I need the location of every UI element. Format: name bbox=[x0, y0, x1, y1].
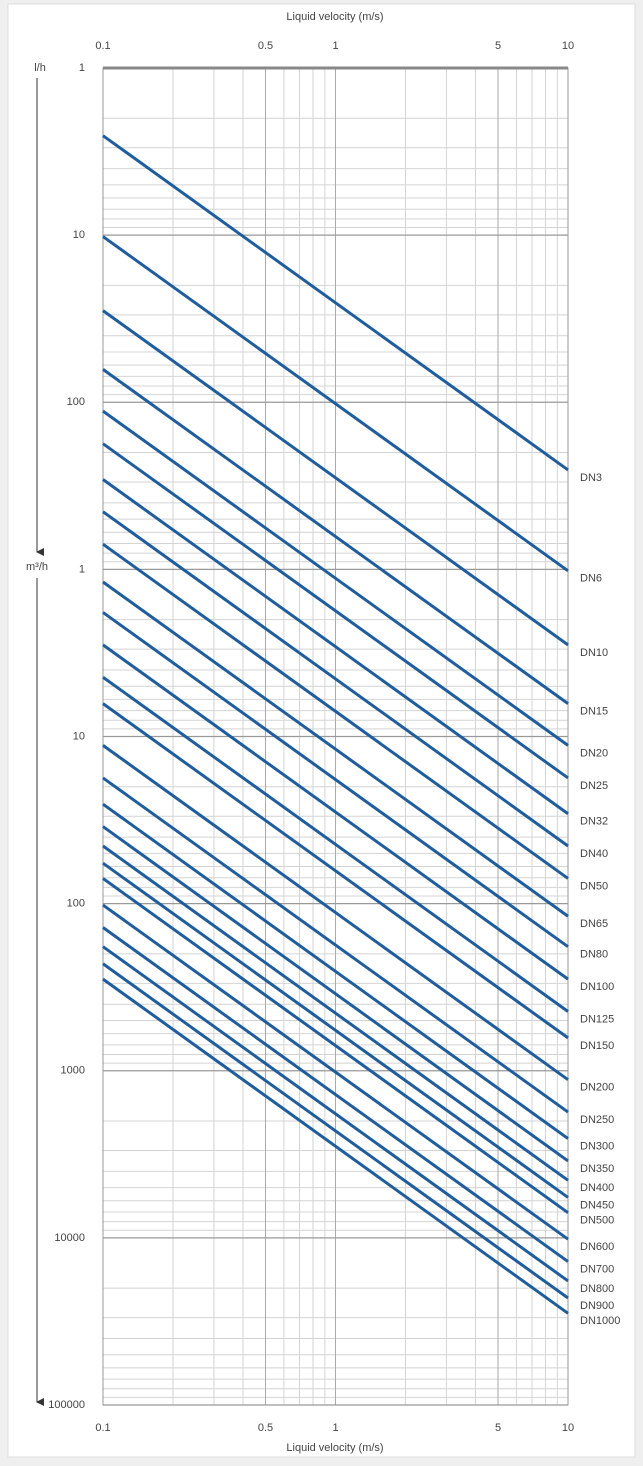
y-tick-label: 10 bbox=[73, 730, 85, 742]
series-label: DN500 bbox=[580, 1215, 614, 1227]
series-line bbox=[102, 776, 569, 1114]
series-label: DN80 bbox=[580, 949, 608, 961]
series-line bbox=[102, 825, 569, 1163]
panel bbox=[7, 3, 636, 1458]
x-tick-label: 0.1 bbox=[95, 40, 110, 52]
series-label: DN25 bbox=[580, 780, 608, 792]
series-line bbox=[102, 903, 569, 1241]
series-line bbox=[102, 542, 569, 880]
series-line bbox=[102, 945, 569, 1283]
x-tick-label: 0.1 bbox=[95, 1422, 110, 1434]
series-line bbox=[102, 702, 569, 1040]
series-label: DN50 bbox=[580, 880, 608, 892]
series-line bbox=[102, 744, 569, 1081]
series-line bbox=[102, 442, 569, 780]
y-tick-label: 10000 bbox=[54, 1232, 85, 1244]
series-label: DN65 bbox=[580, 918, 608, 930]
y-tick-label: 100000 bbox=[48, 1399, 85, 1411]
series-label: DN250 bbox=[580, 1114, 614, 1126]
series-label: DN150 bbox=[580, 1040, 614, 1052]
series-line bbox=[102, 134, 569, 472]
x-tick-label: 5 bbox=[495, 40, 501, 52]
y-tick-label: 10 bbox=[73, 229, 85, 241]
x-tick-label: 1 bbox=[332, 40, 338, 52]
series-line bbox=[102, 877, 569, 1214]
series-line bbox=[102, 977, 569, 1315]
series-line bbox=[102, 643, 569, 981]
series-line bbox=[102, 926, 569, 1263]
y-unit-lower: m³/h bbox=[26, 561, 48, 573]
series-label: DN15 bbox=[580, 706, 608, 718]
series-line bbox=[102, 962, 569, 1300]
y-tick-label: 1000 bbox=[61, 1065, 85, 1077]
series-line bbox=[102, 802, 569, 1140]
x-tick-label: 0.5 bbox=[258, 1422, 273, 1434]
series-label: DN300 bbox=[580, 1140, 614, 1152]
series-label: DN700 bbox=[580, 1263, 614, 1275]
x-axis-title-bottom: Liquid velocity (m/s) bbox=[286, 1442, 383, 1454]
plot: 0.1 0.1 0.5 0.5 1 1 5 5 10 10 1 10 100 1 10 100 1000 1000… bbox=[48, 40, 620, 1434]
series-line bbox=[102, 409, 569, 747]
y-tick-label: 1 bbox=[79, 62, 85, 74]
series-label: DN600 bbox=[580, 1241, 614, 1253]
series-line bbox=[102, 611, 569, 948]
series-label: DN800 bbox=[580, 1283, 614, 1295]
x-tick-label: 5 bbox=[495, 1422, 501, 1434]
x-tick-label: 1 bbox=[332, 1422, 338, 1434]
series-line bbox=[102, 478, 569, 815]
series-label: DN450 bbox=[580, 1199, 614, 1211]
y-tick-label: 100 bbox=[67, 396, 85, 408]
series-line bbox=[102, 510, 569, 848]
y-tick-label: 100 bbox=[67, 898, 85, 910]
y-unit-upper: l/h bbox=[34, 62, 46, 74]
series-label: DN40 bbox=[580, 848, 608, 860]
series-line bbox=[102, 368, 569, 705]
series-label: DN1000 bbox=[580, 1315, 620, 1327]
series-line bbox=[102, 235, 569, 573]
series-label: DN3 bbox=[580, 472, 602, 484]
series-label: DN6 bbox=[580, 573, 602, 585]
series-label: DN10 bbox=[580, 647, 608, 659]
series-line bbox=[102, 861, 569, 1199]
x-tick-label: 10 bbox=[562, 40, 574, 52]
series-line bbox=[102, 844, 569, 1182]
series-label: DN200 bbox=[580, 1082, 614, 1094]
series-label: DN100 bbox=[580, 981, 614, 993]
y-tick-label: 1 bbox=[79, 563, 85, 575]
series-line bbox=[102, 580, 569, 918]
series-label: DN20 bbox=[580, 747, 608, 759]
series-label: DN350 bbox=[580, 1163, 614, 1175]
series-label: DN125 bbox=[580, 1013, 614, 1025]
series-label: DN900 bbox=[580, 1300, 614, 1312]
series-line bbox=[102, 309, 569, 647]
series-label: DN32 bbox=[580, 816, 608, 828]
series-line bbox=[102, 676, 569, 1013]
x-tick-label: 10 bbox=[562, 1422, 574, 1434]
series-label: DN400 bbox=[580, 1182, 614, 1194]
x-axis-title-top: Liquid velocity (m/s) bbox=[286, 11, 383, 23]
x-tick-label: 0.5 bbox=[258, 40, 273, 52]
